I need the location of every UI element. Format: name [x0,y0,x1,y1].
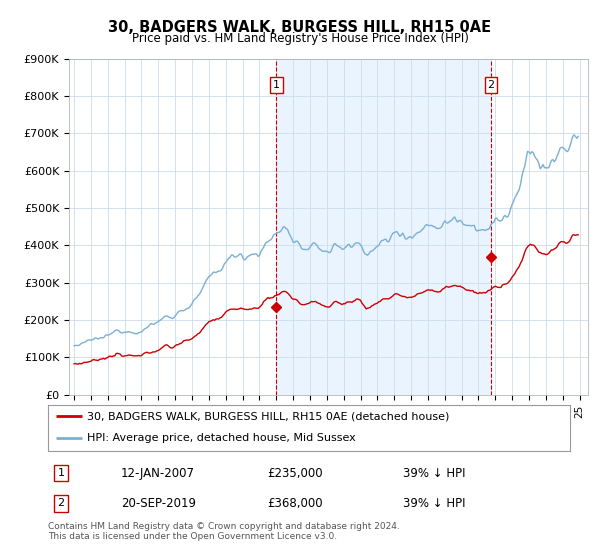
Text: 30, BADGERS WALK, BURGESS HILL, RH15 0AE (detached house): 30, BADGERS WALK, BURGESS HILL, RH15 0AE… [87,412,449,421]
Text: 1: 1 [58,468,65,478]
Bar [276,59,491,395]
Text: 20-SEP-2019: 20-SEP-2019 [121,497,196,510]
Text: 12-JAN-2007: 12-JAN-2007 [121,466,195,480]
Text: 1: 1 [273,80,280,90]
Text: 2: 2 [58,498,65,508]
Text: 2: 2 [488,80,494,90]
Text: £368,000: £368,000 [267,497,323,510]
Text: 39% ↓ HPI: 39% ↓ HPI [403,466,466,480]
Text: £235,000: £235,000 [267,466,323,480]
Text: 30, BADGERS WALK, BURGESS HILL, RH15 0AE: 30, BADGERS WALK, BURGESS HILL, RH15 0AE [109,20,491,35]
Text: Contains HM Land Registry data © Crown copyright and database right 2024.
This d: Contains HM Land Registry data © Crown c… [48,522,400,542]
Text: HPI: Average price, detached house, Mid Sussex: HPI: Average price, detached house, Mid … [87,433,356,444]
Text: Price paid vs. HM Land Registry's House Price Index (HPI): Price paid vs. HM Land Registry's House … [131,32,469,45]
Text: 39% ↓ HPI: 39% ↓ HPI [403,497,466,510]
